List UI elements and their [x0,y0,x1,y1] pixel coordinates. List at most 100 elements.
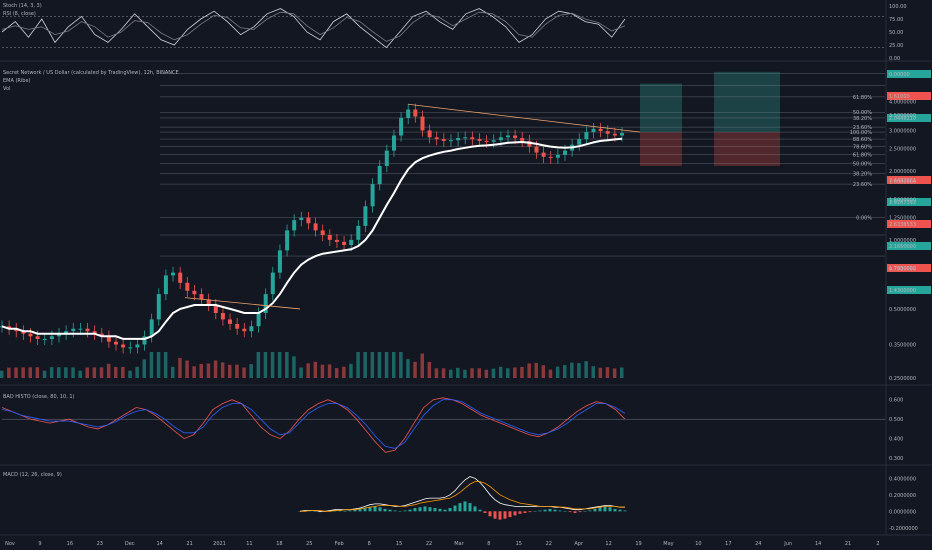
volume-bar-81 [577,363,581,378]
x-tick-23: 10 [695,541,701,547]
candle-body-52 [370,184,375,207]
fib-label-3: 23.60% [853,125,872,131]
candle-body-60 [427,130,432,138]
candle-body-55 [392,135,396,151]
macd-hist-32 [458,503,462,512]
volume-bar-69 [491,368,496,378]
candle-body-65 [463,137,468,139]
ema-label: EMA (Ribe) [3,78,31,84]
volume-bar-55 [392,352,396,378]
candle-body-28 [199,294,204,300]
volume-bar-6 [42,370,47,378]
candle-body-41 [292,220,297,231]
macd-hist-21 [403,510,407,512]
main-y-tick-3: 2.5000000 [889,147,916,153]
stoch-title: Stoch (14, 3, 3) [3,3,42,9]
price-label-3: 3.4497961 [889,178,916,184]
bbp-y-tick-1: 0.500 [889,417,903,423]
price-label-4: 2.9287392 [889,200,916,206]
candle-body-66 [470,137,475,140]
volume-bar-61 [434,368,439,378]
volume-bar-7 [49,367,54,378]
macd-y-tick-1: 0.2000000 [889,493,916,499]
candle-body-20 [142,336,147,345]
volume-bar-50 [356,352,360,378]
main-y-tick-6: 1.5000000 [889,197,916,203]
candle-body-32 [228,319,232,324]
volume-bar-68 [484,369,489,378]
volume-bar-25 [178,357,182,378]
macd-hist-37 [483,511,487,513]
candle-body-6 [42,338,47,340]
macd-hist-59 [593,508,597,512]
fib-label-10: 23.60% [853,182,872,188]
short-zone-1 [640,132,682,166]
volume-bar-10 [71,367,75,378]
candle-body-23 [163,275,168,295]
x-tick-3: 23 [97,541,103,547]
volume-bar-42 [299,367,303,378]
price-label-bg-6 [887,242,931,250]
macd-hist-33 [463,501,467,512]
candle-body-27 [192,290,197,295]
volume-bar-70 [498,366,503,378]
candle-body-30 [213,305,218,313]
macd-hist-24 [418,507,422,512]
ema-line [1,137,623,340]
macd-hist-48 [538,510,542,512]
candle-body-67 [477,139,482,141]
volume-bar-0 [0,370,4,378]
candle-body-36 [256,313,261,327]
volume-bar-74 [527,363,531,378]
volume-bar-24 [171,366,175,378]
macd-hist-47 [533,511,537,512]
early-trendline [184,297,301,310]
candle-body-57 [406,109,411,118]
candle-body-56 [399,117,404,136]
volume-bar-75 [534,362,538,378]
long-zone-2 [714,71,780,133]
candle-body-13 [92,331,97,334]
price-label-5: 2.6338533 [889,222,916,228]
volume-bar-38 [270,352,275,378]
macd-hist-45 [523,511,527,513]
stoch-y-tick-0: 100.00 [889,4,907,10]
macd-hist-43 [513,511,517,516]
candle-body-18 [128,347,133,349]
price-label-bg-7 [887,264,931,272]
macd-hist-30 [448,508,452,512]
candle-body-4 [28,333,33,337]
panel-separators [0,0,932,536]
volume-bar-72 [513,367,517,378]
volume-bar-44 [313,361,318,378]
volume-bar-45 [320,364,325,378]
candle-body-8 [57,333,61,337]
macd-hist-3 [313,511,317,512]
volume-bar-31 [220,362,225,378]
candle-body-10 [71,328,76,332]
candle-body-85 [605,131,610,134]
price-label-8: 1.4300000 [889,288,916,294]
candle-body-12 [85,328,90,332]
candle-body-33 [235,324,240,329]
macd-hist-54 [568,511,572,513]
volume-bar-18 [128,370,132,378]
candle-body-62 [441,139,446,141]
volume-bar-12 [85,367,89,378]
volume-bar-37 [263,352,268,378]
main-y-tick-11: 0.3500000 [889,342,916,348]
volume-bar-9 [64,367,68,378]
macd-hist-29 [443,509,447,512]
volume-bar-4 [28,367,32,378]
macd-hist-64 [618,509,622,512]
candle-body-16 [114,341,118,345]
volume-bar-51 [363,352,367,378]
stoch-line-0 [1,8,626,49]
fib-label-1: 50.00% [853,110,872,116]
volume-bar-87 [620,367,624,378]
volume-bar-33 [235,364,239,378]
fib-label-11: 0.00% [856,216,872,222]
macd-y-tick-0: 0.4000000 [889,476,916,482]
